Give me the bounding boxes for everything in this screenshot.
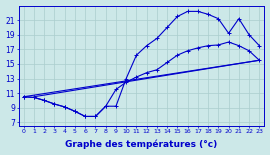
X-axis label: Graphe des températures (°c): Graphe des températures (°c): [65, 140, 218, 149]
